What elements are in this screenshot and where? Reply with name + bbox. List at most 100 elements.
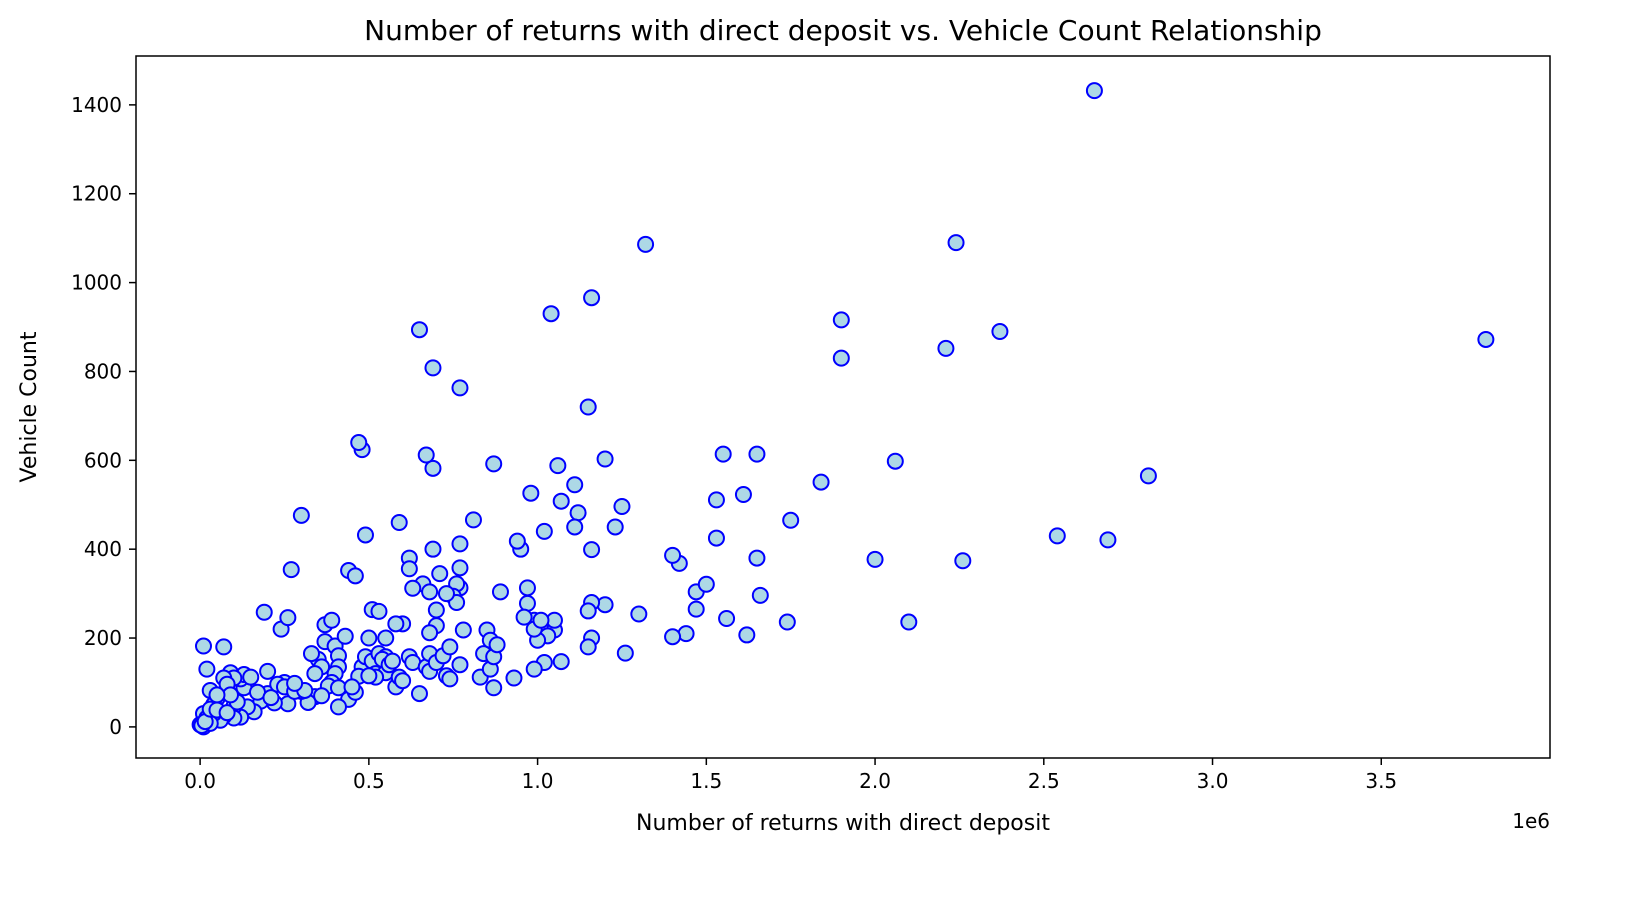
- y-tick-label: 0: [109, 715, 122, 739]
- data-point: [451, 559, 469, 577]
- data-point: [377, 629, 395, 647]
- y-tick-label: 400: [84, 537, 122, 561]
- data-point: [437, 585, 455, 603]
- data-point: [387, 615, 405, 633]
- data-point: [900, 613, 918, 631]
- data-point: [370, 602, 388, 620]
- data-point: [242, 668, 260, 686]
- data-point: [583, 541, 601, 559]
- data-point: [630, 605, 648, 623]
- data-point: [687, 600, 705, 618]
- data-point: [518, 579, 536, 597]
- data-point: [579, 602, 597, 620]
- data-point: [451, 535, 469, 553]
- data-point: [1048, 527, 1066, 545]
- data-point: [734, 486, 752, 504]
- data-point: [360, 629, 378, 647]
- data-point: [441, 638, 459, 656]
- data-point: [400, 560, 418, 578]
- data-point: [535, 522, 553, 540]
- data-point: [707, 529, 725, 547]
- data-point: [208, 686, 226, 704]
- y-tick-label: 200: [84, 626, 122, 650]
- y-tick-label: 800: [84, 359, 122, 383]
- data-point: [522, 484, 540, 502]
- data-point: [454, 621, 472, 639]
- data-point: [1099, 531, 1117, 549]
- data-point: [596, 596, 614, 614]
- data-point: [451, 656, 469, 674]
- data-point: [579, 398, 597, 416]
- data-point: [718, 609, 736, 627]
- data-point: [279, 609, 297, 627]
- x-tick-label: 1.5: [690, 769, 722, 793]
- data-point: [410, 685, 428, 703]
- y-axis-label: Vehicle Count: [17, 331, 42, 482]
- y-tick-label: 1400: [71, 93, 122, 117]
- x-tick-label: 2.0: [859, 769, 891, 793]
- data-point: [832, 311, 850, 329]
- data-point: [596, 450, 614, 468]
- data-point: [566, 518, 584, 536]
- data-point: [664, 628, 682, 646]
- data-point: [390, 514, 408, 532]
- scatter-points: [191, 82, 1495, 736]
- x-tick-label: 2.5: [1028, 769, 1060, 793]
- data-point: [707, 491, 725, 509]
- x-axis-offset-label: 1e6: [1512, 809, 1550, 833]
- data-point: [323, 611, 341, 629]
- data-point: [664, 546, 682, 564]
- data-point: [532, 611, 550, 629]
- data-point: [637, 235, 655, 253]
- data-point: [569, 504, 587, 522]
- x-tick-label: 3.0: [1197, 769, 1229, 793]
- data-point: [579, 638, 597, 656]
- data-point: [255, 603, 273, 621]
- data-point: [505, 669, 523, 687]
- data-point: [714, 445, 732, 463]
- data-point: [356, 526, 374, 544]
- data-point: [417, 446, 435, 464]
- data-point: [451, 379, 469, 397]
- data-point: [748, 445, 766, 463]
- data-point: [738, 626, 756, 644]
- data-point: [991, 322, 1009, 340]
- data-point: [360, 667, 378, 685]
- data-point: [937, 339, 955, 357]
- data-point: [515, 608, 533, 626]
- data-point: [525, 660, 543, 678]
- data-point: [215, 638, 233, 656]
- data-point: [552, 492, 570, 510]
- data-point: [394, 672, 412, 690]
- data-point: [832, 349, 850, 367]
- data-point: [350, 434, 368, 452]
- data-point: [421, 624, 439, 642]
- data-point: [343, 678, 361, 696]
- data-point: [464, 511, 482, 529]
- data-point: [424, 359, 442, 377]
- data-point: [259, 662, 277, 680]
- data-point: [404, 579, 422, 597]
- x-tick-label: 0.0: [184, 769, 216, 793]
- data-point: [218, 704, 236, 722]
- data-point: [336, 627, 354, 645]
- data-point: [748, 549, 766, 567]
- data-point: [306, 665, 324, 683]
- data-point: [313, 687, 331, 705]
- data-point: [566, 476, 584, 494]
- data-point: [583, 289, 601, 307]
- data-point: [286, 674, 304, 692]
- data-point: [383, 652, 401, 670]
- data-point: [947, 234, 965, 252]
- data-point: [518, 594, 536, 612]
- data-point: [954, 552, 972, 570]
- data-point: [812, 473, 830, 491]
- x-tick-label: 3.5: [1365, 769, 1397, 793]
- data-point: [282, 561, 300, 579]
- data-point: [616, 644, 634, 662]
- data-point: [329, 698, 347, 716]
- data-point: [613, 498, 631, 516]
- data-point: [606, 518, 624, 536]
- data-point: [485, 455, 503, 473]
